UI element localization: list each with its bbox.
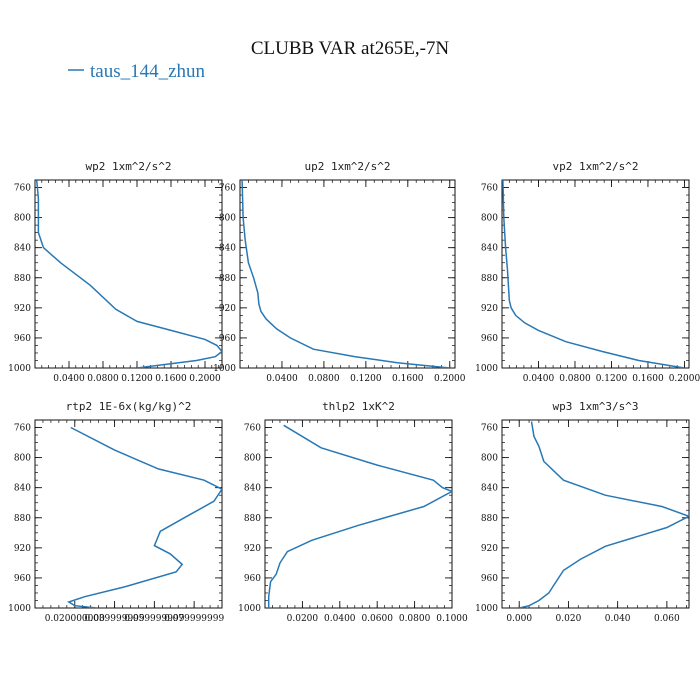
y-tick-label: 920 bbox=[219, 304, 236, 314]
y-tick-label: 840 bbox=[14, 484, 31, 494]
panel-0: wp2 1xm^2/s^2 760 800 840 880 920 960 1000 0.040… bbox=[8, 160, 223, 384]
x-tick-label: 0.000 bbox=[506, 614, 532, 624]
y-tick-label: 880 bbox=[244, 514, 261, 524]
legend: taus_144_zhun bbox=[68, 61, 206, 82]
plot-frame bbox=[34, 179, 223, 369]
y-tick-label: 880 bbox=[219, 274, 236, 284]
x-tick-label: 0.2000 bbox=[669, 374, 700, 384]
y-tick-label: 920 bbox=[244, 544, 261, 554]
panel-title: up2 1xm^2/s^2 bbox=[304, 160, 390, 173]
profile-line bbox=[241, 180, 450, 368]
y-tick-label: 760 bbox=[244, 424, 261, 434]
y-tick-label: 800 bbox=[219, 214, 236, 224]
y-tick-label: 760 bbox=[481, 184, 498, 194]
y-tick-label: 800 bbox=[481, 214, 498, 224]
x-tick-label: 0.040 bbox=[605, 614, 631, 624]
x-tick-label: 0.0400 bbox=[266, 374, 298, 384]
y-tick-label: 960 bbox=[14, 574, 31, 584]
y-tick-label: 880 bbox=[481, 274, 498, 284]
x-tick-label: 0.060 bbox=[654, 614, 680, 624]
y-tick-label: 960 bbox=[481, 574, 498, 584]
x-tick-label: 0.1200 bbox=[121, 374, 153, 384]
x-tick-label: 0.0600 bbox=[361, 614, 393, 624]
profile-line bbox=[35, 180, 222, 368]
x-tick-label: 0.1600 bbox=[632, 374, 664, 384]
y-tick-label: 1000 bbox=[8, 604, 31, 614]
y-tick-label: 920 bbox=[14, 544, 31, 554]
x-tick-label: 0.0800 bbox=[87, 374, 119, 384]
panel-1: up2 1xm^2/s^2 760 800 840 880 920 960 1000 0.040… bbox=[213, 160, 466, 384]
x-tick-label: 0.1000 bbox=[436, 614, 468, 624]
profile-line bbox=[502, 180, 685, 368]
y-tick-label: 760 bbox=[481, 424, 498, 434]
y-tick-label: 920 bbox=[481, 304, 498, 314]
x-tick-label: 0.0400 bbox=[53, 374, 85, 384]
plot-frame bbox=[34, 419, 223, 609]
profile-line bbox=[519, 421, 689, 608]
y-tick-label: 960 bbox=[219, 334, 236, 344]
y-tick-label: 880 bbox=[14, 514, 31, 524]
panel-2: vp2 1xm^2/s^2 760 800 840 880 920 960 1000 0.040… bbox=[475, 160, 700, 384]
x-tick-label: 0.0800 bbox=[559, 374, 591, 384]
x-tick-label: 0.0200 bbox=[287, 614, 319, 624]
y-tick-label: 760 bbox=[14, 184, 31, 194]
y-tick-label: 840 bbox=[14, 244, 31, 254]
x-tick-label: 0.0800 bbox=[399, 614, 431, 624]
y-tick-label: 960 bbox=[244, 574, 261, 584]
y-tick-label: 800 bbox=[14, 214, 31, 224]
y-tick-label: 1000 bbox=[475, 364, 498, 374]
y-tick-label: 840 bbox=[244, 484, 261, 494]
panel-title: rtp2 1E-6x(kg/kg)^2 bbox=[66, 400, 192, 413]
y-tick-label: 840 bbox=[481, 484, 498, 494]
y-tick-label: 1000 bbox=[475, 604, 498, 614]
panel-4: thlp2 1xK^2 760 800 840 880 920 960 1000 0.0200 0… bbox=[238, 400, 468, 624]
y-tick-label: 760 bbox=[14, 424, 31, 434]
x-tick-label: 0.039999999 bbox=[85, 614, 145, 624]
x-tick-label: 0.1600 bbox=[155, 374, 187, 384]
figure-title: CLUBB VAR at265E,-7N bbox=[251, 38, 450, 59]
panel-5: wp3 1xm^3/s^3 760 800 840 880 920 960 1000 0.000… bbox=[475, 400, 690, 624]
y-tick-label: 800 bbox=[481, 454, 498, 464]
x-tick-label: 0.2000 bbox=[189, 374, 221, 384]
x-tick-label: 0.020000000 bbox=[45, 614, 105, 624]
panel-title: thlp2 1xK^2 bbox=[322, 400, 395, 413]
profile-line bbox=[67, 426, 222, 608]
y-tick-label: 960 bbox=[14, 334, 31, 344]
x-tick-label: 0.2000 bbox=[434, 374, 466, 384]
panel-title: vp2 1xm^2/s^2 bbox=[552, 160, 638, 173]
x-tick-label: 0.079999999 bbox=[164, 614, 224, 624]
y-tick-label: 920 bbox=[481, 544, 498, 554]
y-tick-label: 800 bbox=[244, 454, 261, 464]
x-tick-label: 0.0400 bbox=[523, 374, 555, 384]
y-tick-label: 920 bbox=[14, 304, 31, 314]
panel-3: rtp2 1E-6x(kg/kg)^2 760 800 840 880 920 960 100… bbox=[8, 400, 224, 624]
x-tick-label: 0.020 bbox=[556, 614, 582, 624]
panel-title: wp2 1xm^2/s^2 bbox=[85, 160, 171, 173]
x-tick-label: 0.0800 bbox=[308, 374, 340, 384]
x-tick-label: 0.0400 bbox=[324, 614, 356, 624]
y-tick-label: 880 bbox=[481, 514, 498, 524]
y-tick-label: 840 bbox=[481, 244, 498, 254]
panel-title: wp3 1xm^3/s^3 bbox=[552, 400, 638, 413]
x-tick-label: 0.059999999 bbox=[124, 614, 184, 624]
profile-line bbox=[267, 424, 452, 608]
y-tick-label: 1000 bbox=[213, 364, 236, 374]
y-tick-label: 960 bbox=[481, 334, 498, 344]
plot-frame bbox=[501, 419, 690, 609]
x-tick-label: 0.1200 bbox=[596, 374, 628, 384]
y-tick-label: 800 bbox=[14, 454, 31, 464]
x-tick-label: 0.1200 bbox=[350, 374, 382, 384]
y-tick-label: 760 bbox=[219, 184, 236, 194]
plot-frame bbox=[501, 179, 690, 369]
y-tick-label: 1000 bbox=[8, 364, 31, 374]
plot-frame bbox=[264, 419, 453, 609]
panel-grid: wp2 1xm^2/s^2 760 800 840 880 920 960 1000 0.040… bbox=[8, 160, 700, 624]
x-tick-label: 0.1600 bbox=[392, 374, 424, 384]
y-tick-label: 1000 bbox=[238, 604, 261, 614]
y-tick-label: 840 bbox=[219, 244, 236, 254]
plot-frame bbox=[239, 179, 456, 369]
legend-label: taus_144_zhun bbox=[90, 61, 206, 82]
y-tick-label: 880 bbox=[14, 274, 31, 284]
